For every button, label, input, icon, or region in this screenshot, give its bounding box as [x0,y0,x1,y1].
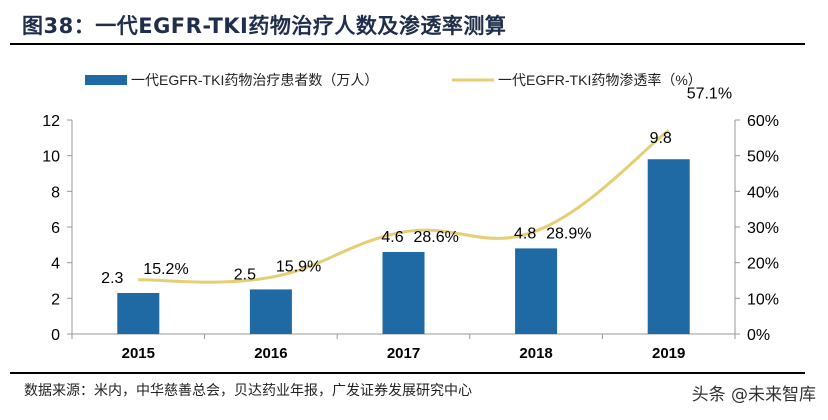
penetration-line [138,129,670,284]
bar-value-label: 4.8 [514,225,536,242]
bar-2016 [249,289,292,334]
right-tick-label: 60% [747,113,779,130]
bar-2019 [647,159,690,334]
right-tick-label: 30% [747,220,779,237]
chart: 一代EGFR-TKI药物治疗患者数（万人） 一代EGFR-TKI药物渗透率（%） 0… [42,72,779,362]
source-rule [10,372,805,374]
bar-value-label: 4.6 [381,229,403,246]
chart-title: 图38：一代EGFR-TKI药物治疗人数及渗透率测算 [22,14,507,38]
line-value-label: 57.1% [687,85,732,102]
watermark: 头条 @未来智库 [691,385,816,405]
left-tick-label: 0 [51,327,60,344]
left-tick-label: 10 [42,149,60,166]
legend-line-label: 一代EGFR-TKI药物渗透率（%） [498,72,702,88]
x-tick-label: 2017 [387,345,420,362]
line-value-label: 15.2% [143,261,188,278]
right-tick-label: 50% [747,149,779,166]
left-tick-label: 8 [51,184,60,201]
left-tick-label: 4 [51,256,60,273]
line-value-label: 15.9% [276,258,321,275]
bar-value-label: 9.8 [650,130,672,147]
line-value-label: 28.9% [546,225,591,242]
source-note: 数据来源：米内，中华慈善总会，贝达药业年报，广发证券发展研究中心 [24,383,472,399]
x-tick-label: 2018 [519,345,552,362]
bar-value-label: 2.5 [234,266,256,283]
legend-bar-label: 一代EGFR-TKI药物治疗患者数（万人） [131,72,378,88]
left-tick-label: 6 [51,220,60,237]
x-tick-label: 2019 [652,345,685,362]
right-tick-label: 10% [747,291,779,308]
right-tick-label: 40% [747,184,779,201]
x-tick-label: 2015 [122,345,155,362]
legend-bar-swatch [85,75,127,85]
left-tick-label: 12 [42,113,60,130]
bar-value-label: 2.3 [101,270,123,287]
right-tick-label: 0% [747,327,770,344]
left-tick-label: 2 [51,291,60,308]
bar-2017 [382,251,425,334]
right-tick-label: 20% [747,256,779,273]
x-tick-label: 2016 [254,345,287,362]
line-value-label: 28.6% [414,229,459,246]
bar-2015 [117,292,160,334]
bar-2018 [515,248,558,334]
title-rule [10,43,805,45]
